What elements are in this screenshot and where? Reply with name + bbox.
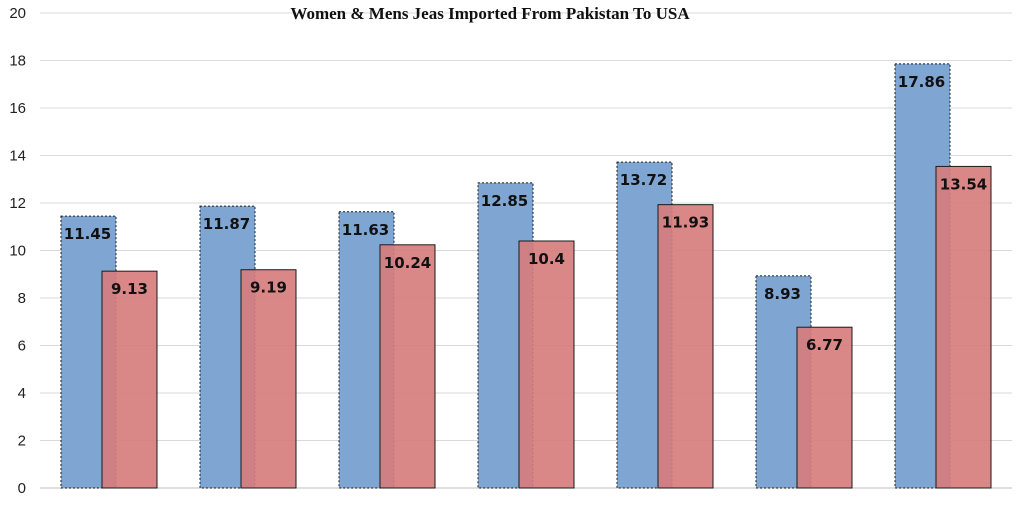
data-label-series-2: 13.54 bbox=[940, 175, 987, 193]
data-label-series-1: 11.63 bbox=[342, 221, 389, 239]
y-tick-label: 20 bbox=[9, 5, 26, 22]
data-label-series-2: 9.19 bbox=[250, 279, 287, 297]
y-axis-ticks: 0 2 4 6 8 10 12 14 16 18 20 bbox=[9, 5, 26, 497]
y-tick-label: 10 bbox=[9, 243, 26, 260]
data-label-series-2: 6.77 bbox=[806, 336, 843, 354]
data-label-series-1: 17.86 bbox=[898, 73, 945, 91]
data-label-series-1: 12.85 bbox=[481, 192, 528, 210]
bar-series-2 bbox=[379, 244, 436, 489]
y-tick-label: 16 bbox=[9, 100, 26, 117]
y-tick-label: 4 bbox=[18, 385, 26, 402]
y-tick-label: 6 bbox=[18, 338, 26, 355]
data-label-series-1: 11.45 bbox=[64, 225, 111, 243]
data-label-series-2: 11.93 bbox=[662, 214, 709, 232]
bar-series-2 bbox=[240, 269, 297, 489]
bar-series-2 bbox=[101, 270, 158, 489]
y-tick-label: 0 bbox=[18, 480, 26, 497]
y-tick-label: 12 bbox=[9, 195, 26, 212]
bar-series-2 bbox=[935, 165, 992, 489]
data-label-series-2: 10.4 bbox=[528, 250, 565, 268]
data-label-series-2: 10.24 bbox=[384, 254, 431, 272]
data-label-series-1: 13.72 bbox=[620, 171, 667, 189]
y-tick-label: 2 bbox=[18, 433, 26, 450]
data-label-series-2: 9.13 bbox=[111, 280, 148, 298]
data-labels: 11.45 9.13 11.87 9.19 11.63 10.24 12.85 10.4 13.… bbox=[64, 73, 987, 354]
chart-title: Women & Mens Jeas Imported From Pakistan… bbox=[290, 4, 690, 23]
bar-series-2 bbox=[518, 240, 575, 489]
data-label-series-1: 8.93 bbox=[764, 285, 801, 303]
bar-series-2 bbox=[657, 204, 714, 489]
bars bbox=[60, 63, 992, 489]
y-tick-label: 8 bbox=[18, 290, 26, 307]
bar-series-2 bbox=[796, 326, 853, 489]
y-tick-label: 18 bbox=[9, 53, 26, 70]
y-tick-label: 14 bbox=[9, 148, 26, 165]
data-label-series-1: 11.87 bbox=[203, 215, 250, 233]
